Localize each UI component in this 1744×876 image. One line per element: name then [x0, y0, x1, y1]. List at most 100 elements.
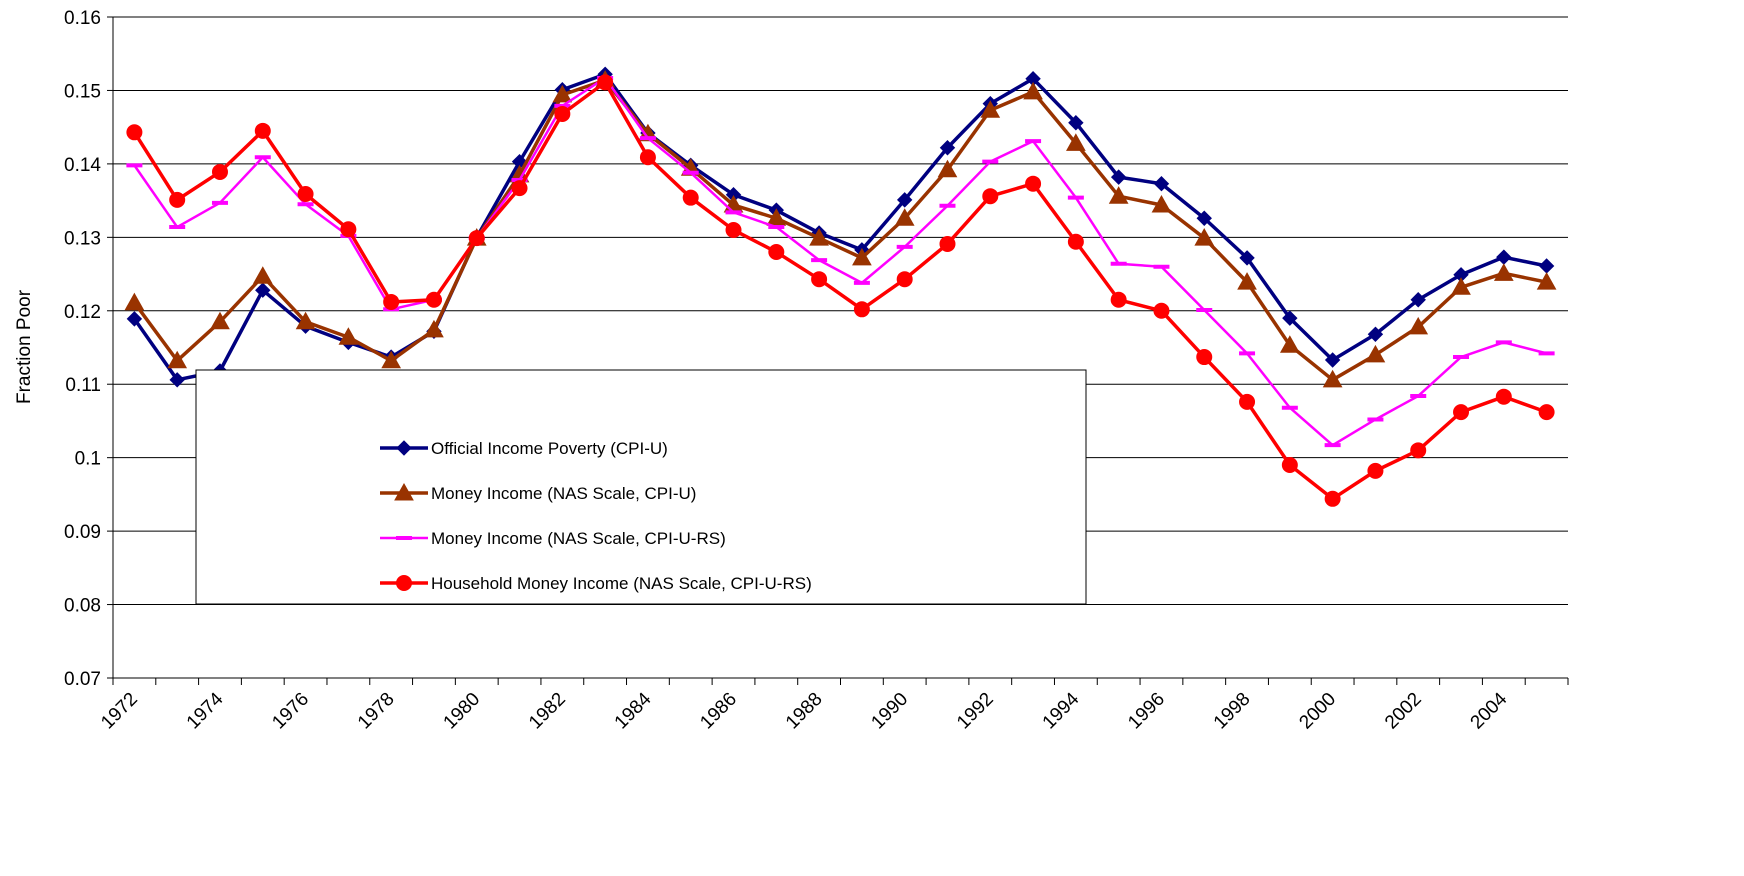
y-tick-label: 0.15: [64, 81, 101, 102]
marker: [468, 230, 485, 247]
x-tick-label: 1992: [953, 689, 998, 734]
marker: [682, 189, 699, 206]
legend-label: Household Money Income (NAS Scale, CPI-U…: [431, 574, 812, 593]
marker: [554, 105, 571, 122]
marker: [1324, 490, 1341, 507]
marker: [1495, 388, 1512, 405]
marker: [1536, 272, 1557, 290]
marker: [982, 188, 999, 205]
y-tick-label: 0.12: [64, 302, 101, 323]
marker: [1066, 133, 1086, 151]
marker: [210, 311, 230, 330]
marker: [1025, 175, 1042, 192]
marker: [255, 282, 271, 298]
marker: [1110, 291, 1127, 308]
y-tick-label: 0.16: [64, 8, 101, 29]
marker: [1410, 292, 1426, 308]
marker: [1281, 457, 1298, 474]
marker: [126, 311, 143, 327]
marker: [169, 372, 185, 388]
marker: [252, 266, 273, 284]
legend-box: [195, 369, 1087, 605]
x-tick-label: 1988: [782, 689, 827, 734]
x-tick-label: 2000: [1295, 689, 1340, 734]
marker: [424, 319, 444, 338]
marker: [725, 221, 742, 238]
marker: [1496, 249, 1512, 265]
x-tick-label: 1972: [97, 689, 142, 734]
marker: [1282, 310, 1298, 326]
marker: [340, 221, 357, 238]
marker: [1279, 335, 1300, 353]
marker: [1493, 263, 1514, 281]
marker: [126, 124, 143, 141]
series-line: [133, 76, 1547, 447]
y-tick-label: 0.1: [75, 449, 101, 470]
marker: [1239, 250, 1255, 266]
x-tick-label: 1976: [268, 689, 313, 734]
y-tick-label: 0.11: [65, 375, 101, 396]
marker: [937, 159, 958, 178]
y-tick-label: 0.08: [64, 596, 101, 617]
marker: [1453, 404, 1470, 421]
marker: [1237, 272, 1257, 290]
marker: [1067, 233, 1084, 250]
marker: [1451, 277, 1471, 295]
marker: [939, 140, 956, 156]
legend-label: Official Income Poverty (CPI-U): [431, 439, 668, 458]
marker: [852, 247, 872, 266]
marker: [1194, 228, 1215, 246]
marker: [853, 301, 870, 318]
x-tick-label: 1996: [1124, 689, 1169, 734]
marker: [295, 311, 316, 330]
marker: [980, 100, 1001, 118]
marker: [552, 84, 573, 103]
marker: [381, 350, 402, 369]
x-tick-label: 1990: [867, 689, 912, 734]
marker: [1322, 369, 1343, 388]
marker: [896, 271, 913, 288]
x-tick-label: 1980: [440, 689, 485, 734]
series-line: [132, 78, 1547, 382]
marker: [1153, 176, 1170, 192]
marker: [211, 163, 228, 180]
x-tick-label: 1978: [354, 689, 399, 734]
marker: [1367, 462, 1384, 479]
x-tick-label: 1982: [525, 689, 570, 734]
marker: [1196, 349, 1213, 366]
legend-label: Money Income (NAS Scale, CPI-U-RS): [431, 529, 726, 548]
marker: [1410, 442, 1427, 459]
marker: [597, 74, 614, 91]
marker: [297, 186, 314, 203]
marker: [894, 208, 915, 226]
x-tick-label: 1994: [1039, 688, 1084, 733]
y-tick-label: 0.09: [64, 522, 101, 543]
series-line: [132, 80, 1548, 501]
x-tick-label: 1986: [696, 689, 741, 734]
marker: [394, 482, 414, 501]
marker: [809, 228, 829, 246]
y-tick-label: 0.14: [64, 155, 101, 176]
marker: [169, 191, 186, 208]
x-tick-label: 2004: [1467, 688, 1512, 733]
marker: [811, 271, 828, 288]
x-tick-label: 1974: [183, 688, 228, 733]
marker: [1408, 316, 1429, 335]
marker: [338, 327, 359, 345]
marker: [1324, 352, 1341, 368]
marker: [639, 149, 656, 166]
y-axis-label: Fraction Poor: [14, 289, 35, 404]
marker: [396, 575, 412, 591]
marker: [425, 291, 442, 308]
marker: [254, 122, 271, 139]
x-tick-label: 2002: [1381, 689, 1426, 734]
marker: [1196, 210, 1212, 226]
marker: [939, 235, 956, 252]
marker: [1367, 326, 1384, 342]
marker: [1538, 404, 1555, 421]
marker: [1365, 344, 1386, 363]
marker: [167, 350, 188, 369]
marker: [1151, 194, 1172, 213]
